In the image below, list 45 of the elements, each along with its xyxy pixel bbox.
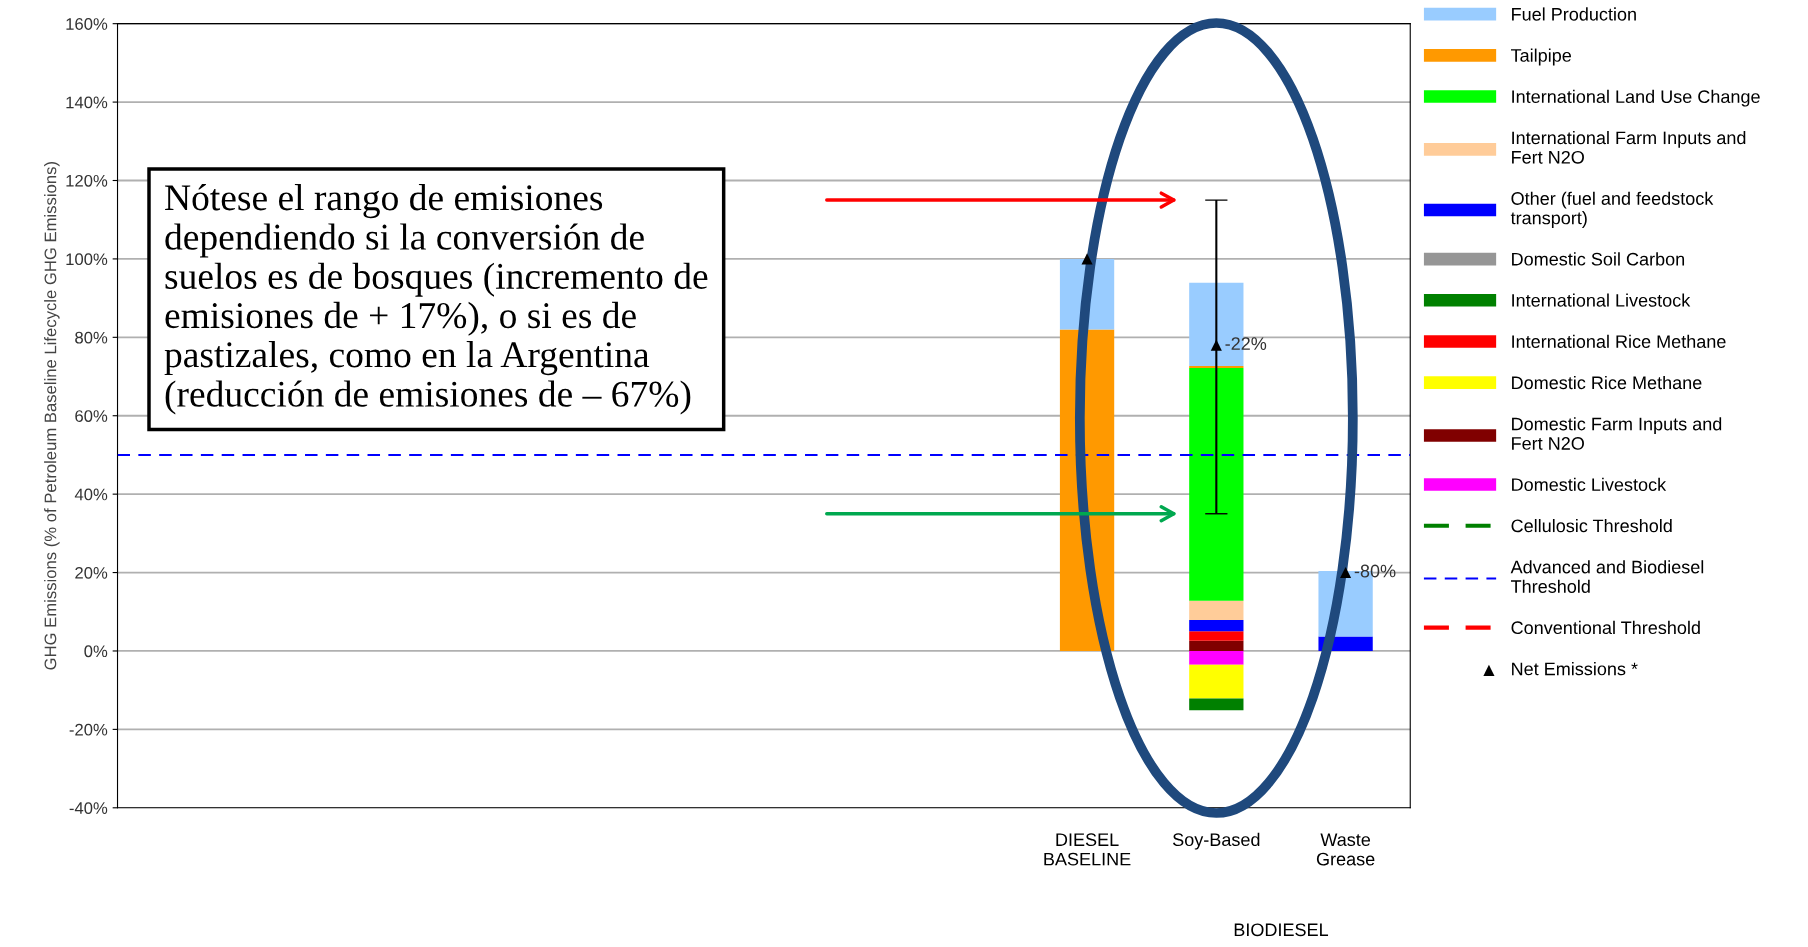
text: BIODIESEL <box>1234 923 1329 937</box>
legend-label: International Farm Inputs and Fert N2O <box>1512 130 1746 164</box>
bar <box>1189 631 1244 641</box>
annotation: -80% <box>1354 564 1396 578</box>
legend-label: Other (fuel and feedstock transport) <box>1510 191 1714 228</box>
legend-label: Domestic Rice Methane <box>1512 375 1702 390</box>
bar <box>1189 367 1244 601</box>
annotation: -22% <box>1225 337 1267 350</box>
bar <box>1189 620 1244 632</box>
legend-label: Domestic Farm Inputs and Fert N2O <box>1512 417 1722 450</box>
legend-label: Conventional Threshold <box>1511 620 1700 635</box>
y-tick-label: 120% <box>66 174 108 187</box>
legend-label: International Rice Methane <box>1512 334 1726 348</box>
point <box>1210 339 1222 351</box>
legend-label: International Land Use Change <box>1512 89 1760 107</box>
legend-label: Advanced and Biodiesel Threshold <box>1510 560 1704 593</box>
bar <box>1189 650 1244 665</box>
y-tick-label: 100% <box>66 253 108 266</box>
x-tick-label: Soy-Based <box>1172 832 1260 850</box>
y-tick-label: 0% <box>84 645 108 658</box>
bar <box>1189 698 1244 711</box>
legend-label: Domestic Soil Carbon <box>1512 252 1685 266</box>
y-tick-label: 80% <box>75 331 108 344</box>
bar <box>1189 640 1244 651</box>
annotation: Nótese el rango de emisiones dependiendo si la conversión de suelos es de bosques (incremento de emisiones de + 17%), o si es de pastizales, como en la Argentina (reducción de emisiones de – 67%) <box>164 184 708 415</box>
legend-label: Net Emissions * <box>1512 662 1638 676</box>
y-axis-title: GHG Emissions (% of Petroleum Baseline Lifecycle GHG Emissions) <box>44 162 60 670</box>
y-tick-label: 160% <box>66 18 108 30</box>
y-tick-label: 140% <box>66 96 108 109</box>
legend-label: International Livestock <box>1512 293 1691 307</box>
y-tick-label: 40% <box>74 488 108 501</box>
y-tick-label: -20% <box>69 723 108 736</box>
x-tick-label: Waste Grease <box>1316 833 1375 866</box>
y-tick-label: 20% <box>75 566 108 579</box>
legend-label: Tailpipe <box>1511 48 1572 66</box>
y-tick-label: -40% <box>69 802 108 814</box>
legend-label: Cellulosic Threshold <box>1511 518 1672 533</box>
legend-label: Fuel Production <box>1512 7 1636 21</box>
bar <box>1189 664 1244 699</box>
bar <box>1189 600 1244 620</box>
legend-label: Domestic Livestock <box>1512 477 1667 492</box>
y-tick-label: 60% <box>75 410 108 422</box>
x-tick-label: DIESEL BASELINE <box>1044 833 1131 866</box>
point <box>1081 253 1093 265</box>
point <box>1340 567 1352 579</box>
